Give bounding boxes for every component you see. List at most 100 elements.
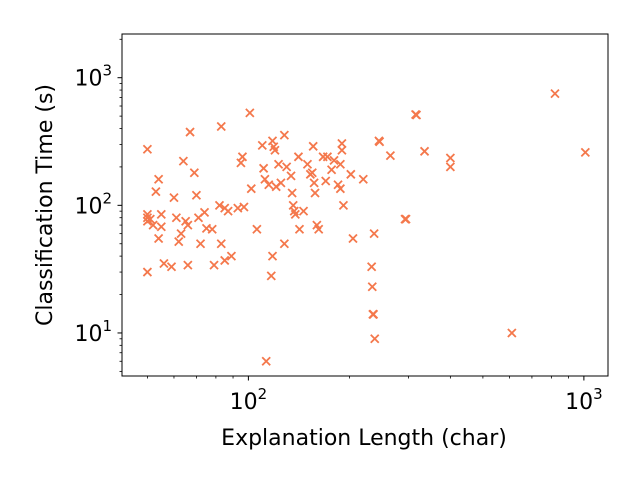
data-point — [176, 229, 186, 239]
data-point — [153, 174, 164, 184]
data-point — [348, 233, 358, 244]
data-point — [337, 138, 347, 149]
y-tick-label: 101 — [74, 317, 112, 347]
data-point — [385, 151, 396, 161]
x-tick-label-base: 10 — [230, 390, 258, 415]
data-point — [264, 180, 274, 190]
data-point — [335, 184, 346, 194]
data-point — [507, 328, 517, 338]
data-point — [314, 224, 324, 234]
x-tick-label-exponent: 2 — [258, 385, 268, 403]
data-point — [216, 121, 226, 132]
data-point — [237, 152, 248, 162]
data-point — [159, 258, 169, 269]
data-point — [153, 233, 164, 244]
data-point — [321, 176, 331, 186]
data-point — [369, 229, 379, 239]
data-point — [185, 127, 195, 137]
data-point — [445, 162, 456, 172]
data-point — [367, 282, 377, 292]
data-point — [226, 251, 237, 261]
y-tick-label: 102 — [74, 189, 112, 219]
x-tick-label-base: 10 — [565, 390, 593, 415]
data-point — [246, 184, 256, 194]
data-point — [220, 255, 230, 266]
data-point — [290, 209, 300, 219]
y-tick-label-exponent: 3 — [102, 62, 112, 80]
data-point — [191, 190, 202, 200]
data-point — [281, 162, 292, 172]
data-point — [174, 236, 184, 247]
data-point — [169, 192, 179, 203]
data-point — [148, 220, 158, 230]
data-point — [308, 141, 318, 151]
y-tick-label-base: 10 — [74, 322, 102, 347]
data-point — [252, 224, 262, 234]
data-point — [183, 260, 193, 270]
plot-frame — [121, 33, 609, 377]
data-point — [270, 145, 280, 155]
data-point — [279, 130, 289, 140]
x-axis-label: Explanation Length (char) — [221, 426, 507, 451]
data-point — [257, 140, 267, 151]
data-point — [279, 239, 289, 249]
data-point — [286, 171, 296, 181]
y-axis-label: Classification Time (s) — [33, 84, 58, 326]
data-point — [346, 169, 356, 179]
data-point — [166, 262, 177, 272]
data-point — [307, 168, 317, 178]
data-point — [209, 260, 219, 270]
y-tick-label-base: 10 — [74, 67, 102, 92]
data-point — [318, 152, 328, 162]
data-point — [298, 206, 309, 216]
data-point — [370, 334, 380, 344]
data-point — [367, 262, 377, 272]
data-point — [322, 152, 333, 162]
data-point — [216, 239, 226, 249]
data-point — [207, 224, 217, 234]
data-point — [287, 188, 297, 198]
data-point — [239, 202, 249, 212]
x-tick-label: 102 — [230, 385, 268, 415]
data-point — [261, 356, 271, 366]
data-point — [294, 224, 305, 234]
data-point — [195, 239, 206, 249]
data-point — [189, 168, 199, 178]
data-point — [266, 271, 276, 281]
y-tick-label-base: 10 — [74, 194, 102, 219]
data-point — [151, 187, 161, 197]
data-point — [445, 153, 456, 163]
data-point — [183, 220, 193, 230]
data-point — [338, 200, 349, 210]
data-point — [401, 214, 411, 224]
y-tick-label: 103 — [74, 62, 112, 92]
data-point — [550, 89, 560, 99]
data-point — [260, 174, 270, 184]
data-point — [337, 145, 347, 155]
data-point — [178, 156, 189, 166]
x-tick-label: 103 — [565, 385, 603, 415]
data-point — [368, 309, 379, 319]
data-point — [142, 209, 153, 219]
data-point — [142, 267, 153, 277]
data-point — [145, 214, 155, 224]
x-tick-label-exponent: 3 — [593, 385, 603, 403]
major-ticks — [117, 77, 585, 381]
data-point — [171, 213, 182, 223]
data-point — [258, 163, 269, 173]
data-point — [310, 188, 320, 198]
data-point — [267, 251, 278, 261]
minor-ticks — [119, 38, 569, 379]
data-point — [329, 155, 339, 166]
data-point — [273, 159, 284, 169]
y-tick-label-exponent: 2 — [102, 189, 112, 207]
data-point — [309, 178, 319, 188]
data-point — [293, 152, 304, 162]
data-point — [580, 147, 590, 158]
data-point — [223, 206, 233, 216]
data-point — [156, 222, 166, 232]
data-points — [142, 89, 590, 366]
data-point — [374, 137, 385, 147]
